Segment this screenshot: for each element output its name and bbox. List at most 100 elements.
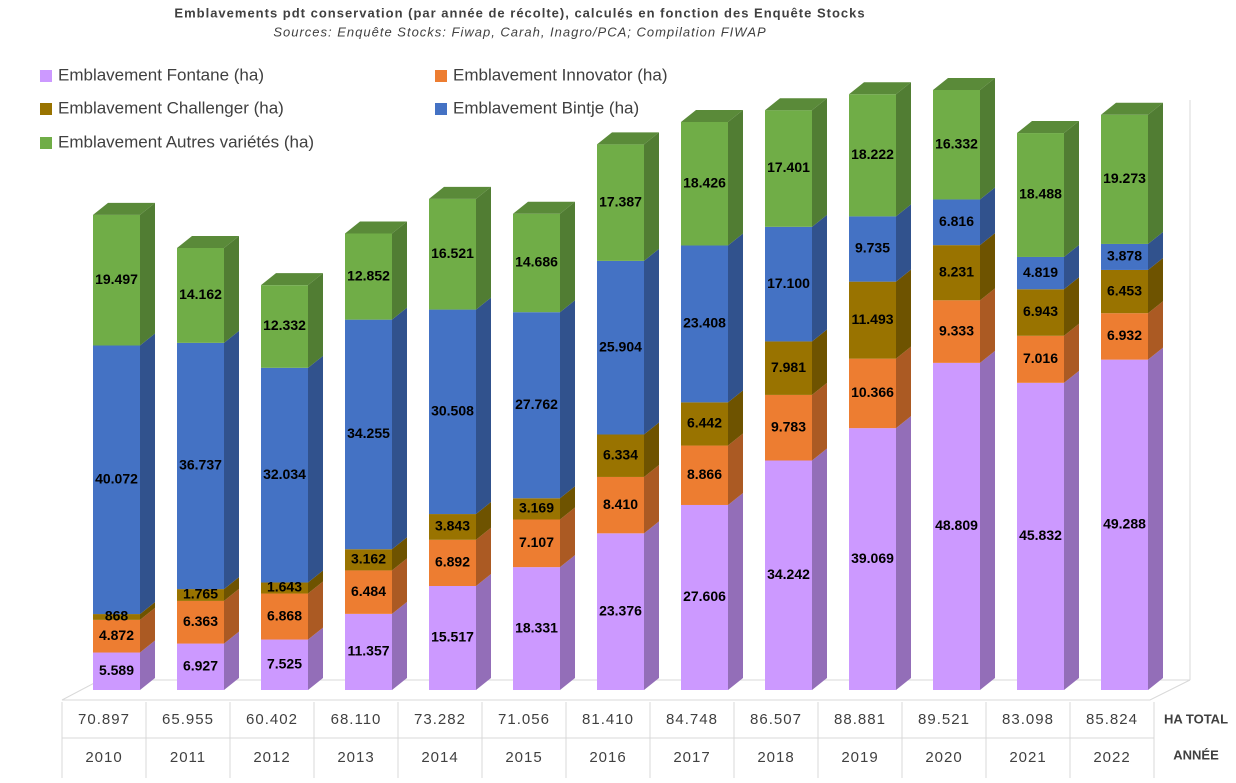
row-header: HA TOTAL — [1164, 711, 1228, 726]
bar-side-face — [728, 492, 743, 690]
bar-side-face — [1064, 244, 1079, 290]
bar-segment — [429, 539, 476, 586]
total-cell: 65.955 — [162, 711, 214, 728]
bar-top-face — [849, 82, 911, 95]
row-header: ANNÉE — [1173, 747, 1219, 762]
bar-segment — [513, 498, 560, 520]
bar-side-face — [560, 555, 575, 690]
bar-segment — [93, 214, 140, 346]
year-cell: 2010 — [85, 749, 122, 766]
total-cell: 70.897 — [78, 711, 130, 728]
bar-segment — [1017, 382, 1064, 690]
bar-segment — [681, 504, 728, 690]
bar-side-face — [644, 464, 659, 534]
data-label: 9.783 — [771, 418, 806, 434]
data-label: 39.069 — [851, 550, 894, 566]
data-label: 1.643 — [267, 579, 302, 595]
data-label: 4.819 — [1023, 264, 1058, 280]
bar-segment — [849, 428, 896, 690]
bar-top-face — [1017, 121, 1079, 134]
chart-subtitle: Sources: Enquête Stocks: Fiwap, Carah, I… — [273, 24, 766, 39]
bar-segment — [765, 394, 812, 461]
bar-segment — [1101, 359, 1148, 690]
bar-segment — [597, 260, 644, 435]
bar-segment — [933, 300, 980, 363]
bar-side-face — [476, 186, 491, 310]
bar-top-face — [597, 132, 659, 145]
year-cell: 2016 — [589, 749, 626, 766]
data-label: 12.852 — [347, 267, 390, 283]
bar-side-face — [980, 187, 995, 246]
data-label: 18.426 — [683, 174, 726, 190]
total-cell: 83.098 — [1002, 711, 1054, 728]
bar-segment — [177, 342, 224, 590]
bar-side-face — [896, 346, 911, 429]
bar-side-face — [140, 333, 155, 615]
data-label: 11.493 — [851, 311, 893, 327]
bar-side-face — [812, 382, 827, 461]
bar-segment — [345, 233, 392, 320]
data-label: 19.497 — [95, 271, 138, 287]
bar-side-face — [1148, 347, 1163, 690]
legend-label: Emblavement Innovator (ha) — [453, 65, 668, 84]
data-label: 12.332 — [263, 317, 306, 333]
data-label: 23.376 — [599, 602, 642, 618]
data-label: 8.410 — [603, 496, 638, 512]
bar-segment — [177, 247, 224, 343]
bar-segment — [1017, 256, 1064, 290]
data-label: 27.606 — [683, 588, 726, 604]
bar-side-face — [1148, 231, 1163, 270]
data-label: 6.816 — [939, 213, 974, 229]
bar-segment — [681, 245, 728, 403]
bar-side-face — [896, 204, 911, 282]
legend-swatch — [40, 70, 52, 82]
bar-side-face — [308, 570, 323, 594]
data-label: 6.442 — [687, 415, 722, 431]
bar-side-face — [560, 486, 575, 520]
bar-side-face — [392, 221, 407, 320]
data-label: 7.107 — [519, 534, 554, 550]
bar-side-face — [476, 502, 491, 540]
bar-segment — [765, 341, 812, 395]
bar-side-face — [980, 288, 995, 363]
legend-label: Emblavement Autres variétés (ha) — [58, 132, 314, 151]
year-cell: 2017 — [673, 749, 710, 766]
legend-swatch — [435, 70, 447, 82]
bar-segment — [177, 589, 224, 601]
bar-segment — [345, 570, 392, 614]
bar-side-face — [224, 631, 239, 690]
bar-side-face — [812, 329, 827, 395]
bar-segment — [93, 652, 140, 690]
data-label: 14.162 — [179, 286, 222, 302]
bar-segment — [513, 312, 560, 499]
data-label: 17.100 — [767, 275, 810, 291]
bar-segment — [849, 216, 896, 282]
legend-swatch — [40, 103, 52, 115]
bar-side-face — [980, 78, 995, 200]
bar-segment — [933, 90, 980, 200]
data-label: 9.735 — [855, 240, 890, 256]
bar-segment — [1101, 269, 1148, 314]
total-cell: 85.824 — [1086, 711, 1138, 728]
bar-side-face — [140, 602, 155, 620]
total-cell: 86.507 — [750, 711, 802, 728]
bar-side-face — [644, 521, 659, 690]
bar-segment — [429, 198, 476, 310]
bar-side-face — [896, 82, 911, 217]
bar-side-face — [224, 577, 239, 601]
data-label: 32.034 — [263, 466, 306, 482]
bar-top-face — [261, 273, 323, 286]
bar-side-face — [140, 640, 155, 690]
data-label: 16.521 — [431, 245, 474, 261]
bar-side-face — [392, 307, 407, 550]
data-label: 868 — [105, 608, 129, 624]
bar-segment — [513, 213, 560, 313]
data-label: 7.016 — [1023, 350, 1058, 366]
bar-top-face — [429, 186, 491, 199]
data-label: 34.255 — [347, 425, 390, 441]
bar-segment — [93, 614, 140, 620]
data-label: 8.866 — [687, 466, 722, 482]
legend-swatch — [40, 137, 52, 149]
chart-title: Emblavements pdt conservation (par année… — [174, 5, 865, 20]
